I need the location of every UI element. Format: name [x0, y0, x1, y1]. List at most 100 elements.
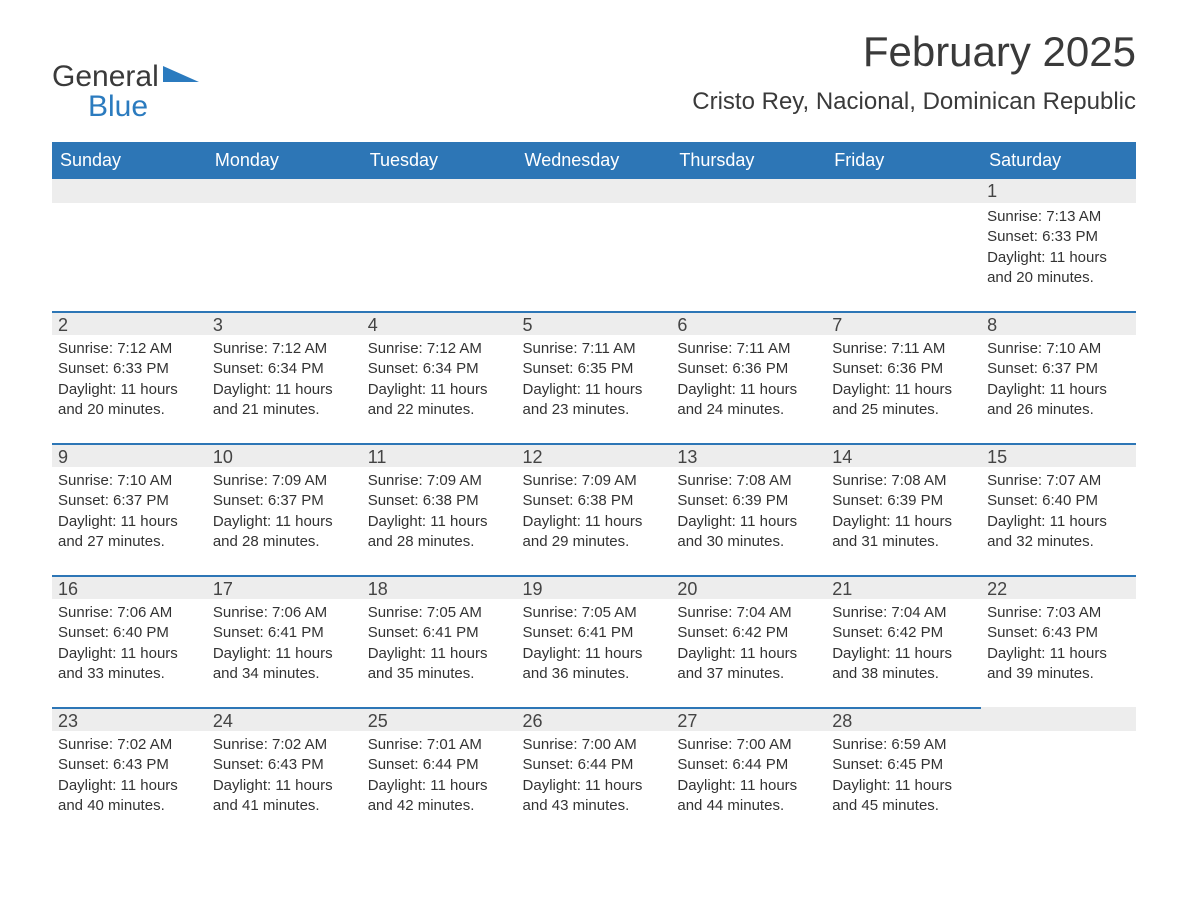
day-number-bar-empty — [826, 179, 981, 203]
calendar-cell: 7Sunrise: 7:11 AMSunset: 6:36 PMDaylight… — [826, 311, 981, 443]
calendar-cell: 24Sunrise: 7:02 AMSunset: 6:43 PMDayligh… — [207, 707, 362, 839]
sunrise-text: Sunrise: 7:13 AM — [987, 207, 1130, 227]
sunrise-text: Sunrise: 7:11 AM — [523, 339, 666, 359]
day-details: Sunrise: 7:09 AMSunset: 6:38 PMDaylight:… — [362, 467, 517, 562]
daylight-text: Daylight: 11 hours and 23 minutes. — [523, 380, 666, 421]
calendar-cell: 20Sunrise: 7:04 AMSunset: 6:42 PMDayligh… — [671, 575, 826, 707]
daylight-text: Daylight: 11 hours and 42 minutes. — [368, 776, 511, 817]
day-number: 6 — [671, 311, 826, 335]
daylight-text: Daylight: 11 hours and 41 minutes. — [213, 776, 356, 817]
sunset-text: Sunset: 6:44 PM — [677, 755, 820, 775]
calendar-cell: 10Sunrise: 7:09 AMSunset: 6:37 PMDayligh… — [207, 443, 362, 575]
day-number: 13 — [671, 443, 826, 467]
day-number: 26 — [517, 707, 672, 731]
day-number: 21 — [826, 575, 981, 599]
daylight-text: Daylight: 11 hours and 33 minutes. — [58, 644, 201, 685]
logo: General Blue — [52, 28, 199, 124]
day-number: 3 — [207, 311, 362, 335]
sunset-text: Sunset: 6:40 PM — [987, 491, 1130, 511]
month-title: February 2025 — [692, 28, 1136, 76]
calendar-cell: 14Sunrise: 7:08 AMSunset: 6:39 PMDayligh… — [826, 443, 981, 575]
location-subtitle: Cristo Rey, Nacional, Dominican Republic — [692, 88, 1136, 116]
sunrise-text: Sunrise: 7:11 AM — [832, 339, 975, 359]
calendar-cell: 23Sunrise: 7:02 AMSunset: 6:43 PMDayligh… — [52, 707, 207, 839]
daylight-text: Daylight: 11 hours and 22 minutes. — [368, 380, 511, 421]
day-number: 14 — [826, 443, 981, 467]
calendar-body: 1Sunrise: 7:13 AMSunset: 6:33 PMDaylight… — [52, 179, 1136, 839]
logo-word-1: General — [52, 60, 159, 93]
calendar-week-row: 16Sunrise: 7:06 AMSunset: 6:40 PMDayligh… — [52, 575, 1136, 707]
day-details: Sunrise: 7:11 AMSunset: 6:35 PMDaylight:… — [517, 335, 672, 430]
sunset-text: Sunset: 6:34 PM — [368, 359, 511, 379]
title-block: February 2025 Cristo Rey, Nacional, Domi… — [692, 28, 1136, 116]
calendar-cell: 27Sunrise: 7:00 AMSunset: 6:44 PMDayligh… — [671, 707, 826, 839]
day-number: 4 — [362, 311, 517, 335]
day-number-bar-empty — [207, 179, 362, 203]
calendar-cell: 16Sunrise: 7:06 AMSunset: 6:40 PMDayligh… — [52, 575, 207, 707]
header: General Blue February 2025 Cristo Rey, N… — [0, 0, 1188, 132]
sunrise-text: Sunrise: 7:00 AM — [677, 735, 820, 755]
day-details: Sunrise: 7:02 AMSunset: 6:43 PMDaylight:… — [52, 731, 207, 826]
sunset-text: Sunset: 6:35 PM — [523, 359, 666, 379]
day-details: Sunrise: 7:10 AMSunset: 6:37 PMDaylight:… — [981, 335, 1136, 430]
day-number-bar-empty — [52, 179, 207, 203]
weekday-header: Sunday — [52, 142, 207, 179]
daylight-text: Daylight: 11 hours and 20 minutes. — [58, 380, 201, 421]
sunrise-text: Sunrise: 7:05 AM — [523, 603, 666, 623]
sunset-text: Sunset: 6:38 PM — [368, 491, 511, 511]
weekday-header: Saturday — [981, 142, 1136, 179]
calendar-cell — [362, 179, 517, 311]
calendar-cell: 11Sunrise: 7:09 AMSunset: 6:38 PMDayligh… — [362, 443, 517, 575]
day-details: Sunrise: 7:08 AMSunset: 6:39 PMDaylight:… — [671, 467, 826, 562]
sunrise-text: Sunrise: 7:09 AM — [213, 471, 356, 491]
daylight-text: Daylight: 11 hours and 37 minutes. — [677, 644, 820, 685]
daylight-text: Daylight: 11 hours and 29 minutes. — [523, 512, 666, 553]
day-details: Sunrise: 7:00 AMSunset: 6:44 PMDaylight:… — [517, 731, 672, 826]
sunrise-text: Sunrise: 7:04 AM — [832, 603, 975, 623]
calendar-cell — [981, 707, 1136, 839]
day-details: Sunrise: 7:00 AMSunset: 6:44 PMDaylight:… — [671, 731, 826, 826]
weekday-header: Friday — [826, 142, 981, 179]
sunset-text: Sunset: 6:39 PM — [832, 491, 975, 511]
calendar-cell: 8Sunrise: 7:10 AMSunset: 6:37 PMDaylight… — [981, 311, 1136, 443]
calendar-cell: 17Sunrise: 7:06 AMSunset: 6:41 PMDayligh… — [207, 575, 362, 707]
calendar-cell: 4 Sunrise: 7:12 AMSunset: 6:34 PMDaylight… — [362, 311, 517, 443]
day-number: 27 — [671, 707, 826, 731]
sunset-text: Sunset: 6:42 PM — [677, 623, 820, 643]
day-details: Sunrise: 7:03 AMSunset: 6:43 PMDaylight:… — [981, 599, 1136, 694]
weekday-header: Tuesday — [362, 142, 517, 179]
sunset-text: Sunset: 6:39 PM — [677, 491, 820, 511]
day-details: Sunrise: 7:11 AMSunset: 6:36 PMDaylight:… — [671, 335, 826, 430]
sunrise-text: Sunrise: 7:10 AM — [58, 471, 201, 491]
day-details: Sunrise: 7:07 AMSunset: 6:40 PMDaylight:… — [981, 467, 1136, 562]
day-details: Sunrise: 7:12 AMSunset: 6:33 PMDaylight:… — [52, 335, 207, 430]
day-number: 1 — [981, 179, 1136, 203]
day-number: 2 — [52, 311, 207, 335]
day-details: Sunrise: 7:13 AMSunset: 6:33 PMDaylight:… — [981, 203, 1136, 298]
day-number: 11 — [362, 443, 517, 467]
daylight-text: Daylight: 11 hours and 26 minutes. — [987, 380, 1130, 421]
logo-word-2: Blue — [88, 90, 199, 124]
day-number: 9 — [52, 443, 207, 467]
calendar-cell: 2Sunrise: 7:12 AMSunset: 6:33 PMDaylight… — [52, 311, 207, 443]
calendar-cell: 26Sunrise: 7:00 AMSunset: 6:44 PMDayligh… — [517, 707, 672, 839]
sunrise-text: Sunrise: 7:12 AM — [368, 339, 511, 359]
daylight-text: Daylight: 11 hours and 20 minutes. — [987, 248, 1130, 289]
sunset-text: Sunset: 6:38 PM — [523, 491, 666, 511]
weekday-header: Wednesday — [517, 142, 672, 179]
sunrise-text: Sunrise: 7:11 AM — [677, 339, 820, 359]
sunrise-text: Sunrise: 7:03 AM — [987, 603, 1130, 623]
day-details: Sunrise: 7:02 AMSunset: 6:43 PMDaylight:… — [207, 731, 362, 826]
sunrise-text: Sunrise: 7:08 AM — [832, 471, 975, 491]
day-details: Sunrise: 7:09 AMSunset: 6:37 PMDaylight:… — [207, 467, 362, 562]
day-details: Sunrise: 7:08 AMSunset: 6:39 PMDaylight:… — [826, 467, 981, 562]
calendar-week-row: 2Sunrise: 7:12 AMSunset: 6:33 PMDaylight… — [52, 311, 1136, 443]
sunrise-text: Sunrise: 7:12 AM — [58, 339, 201, 359]
day-details: Sunrise: 6:59 AMSunset: 6:45 PMDaylight:… — [826, 731, 981, 826]
calendar-cell: 15Sunrise: 7:07 AMSunset: 6:40 PMDayligh… — [981, 443, 1136, 575]
daylight-text: Daylight: 11 hours and 40 minutes. — [58, 776, 201, 817]
sunrise-text: Sunrise: 7:00 AM — [523, 735, 666, 755]
day-number-bar-empty — [362, 179, 517, 203]
sunrise-text: Sunrise: 7:02 AM — [58, 735, 201, 755]
daylight-text: Daylight: 11 hours and 30 minutes. — [677, 512, 820, 553]
